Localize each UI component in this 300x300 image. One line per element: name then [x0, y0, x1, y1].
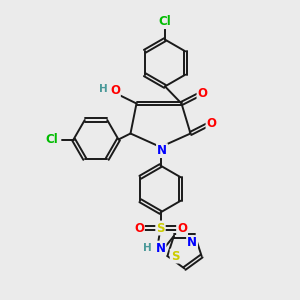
Text: N: N: [155, 242, 166, 255]
Text: O: O: [110, 83, 120, 97]
Text: N: N: [187, 236, 197, 249]
Text: S: S: [171, 250, 179, 262]
Text: H: H: [98, 84, 107, 94]
Text: O: O: [206, 116, 217, 130]
Text: O: O: [177, 221, 187, 235]
Text: S: S: [156, 221, 165, 235]
Text: O: O: [197, 86, 208, 100]
Text: O: O: [134, 221, 144, 235]
Text: H: H: [143, 243, 152, 253]
Text: N: N: [157, 144, 167, 157]
Text: Cl: Cl: [46, 133, 58, 146]
Text: Cl: Cl: [159, 15, 171, 28]
